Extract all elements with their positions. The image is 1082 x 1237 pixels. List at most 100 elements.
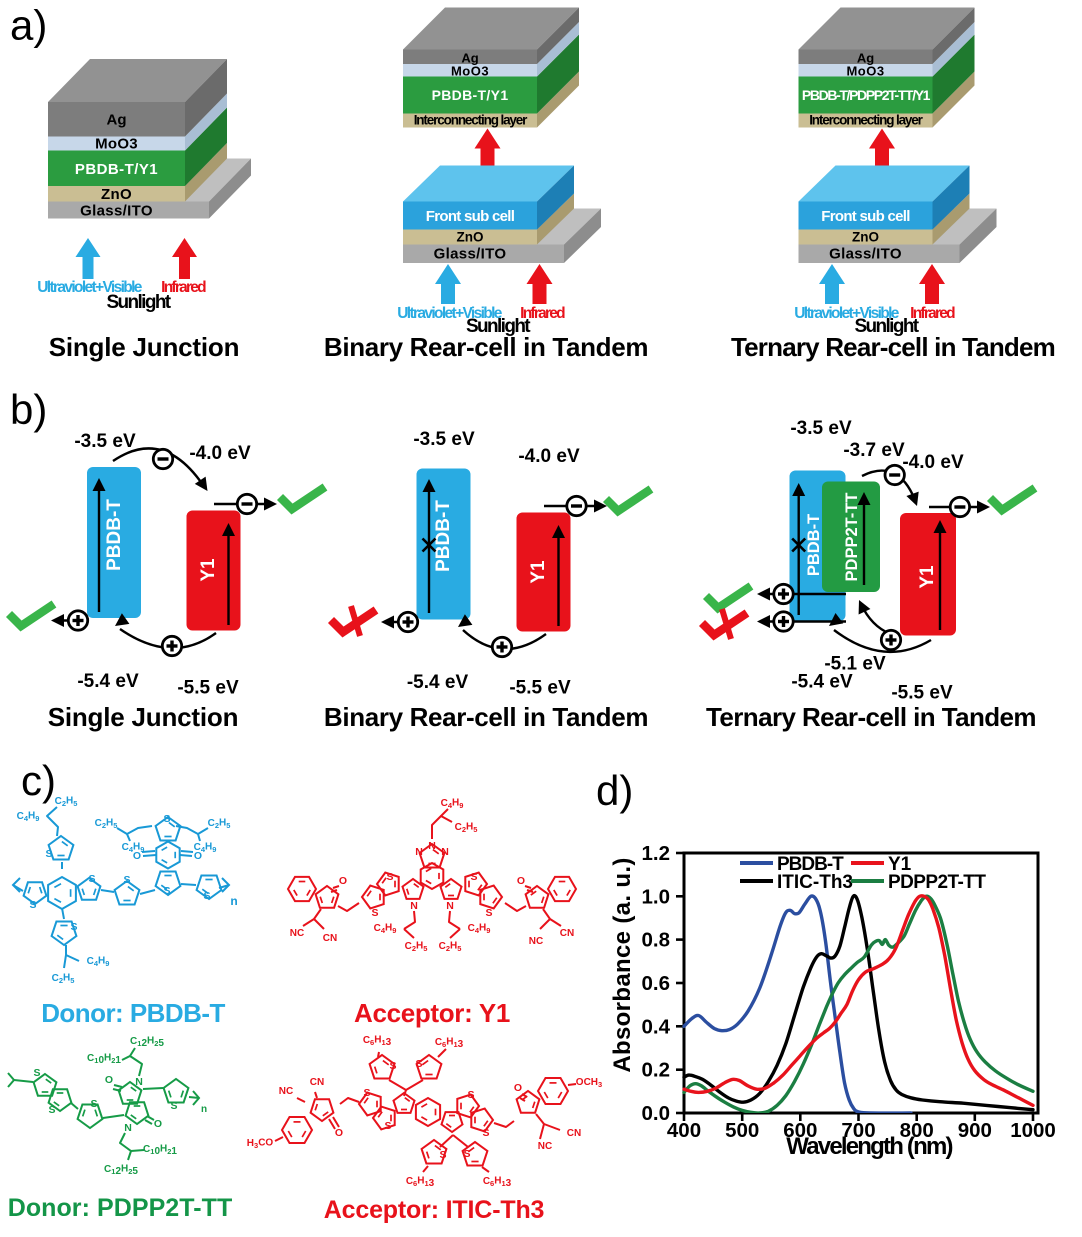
svg-text:-5.5 eV: -5.5 eV bbox=[509, 678, 571, 699]
svg-text:S: S bbox=[45, 848, 52, 860]
svg-text:PBDB-T: PBDB-T bbox=[104, 499, 125, 571]
svg-text:S: S bbox=[163, 885, 170, 897]
svg-text:CN: CN bbox=[567, 1128, 581, 1139]
svg-text:Interconnecting layer: Interconnecting layer bbox=[809, 113, 923, 128]
svg-text:-3.7 eV: -3.7 eV bbox=[843, 440, 905, 461]
svg-text:-5.4 eV: -5.4 eV bbox=[791, 672, 853, 693]
svg-text:C2H5: C2H5 bbox=[208, 818, 231, 831]
svg-text:C2H5: C2H5 bbox=[455, 822, 478, 835]
svg-text:S: S bbox=[48, 1104, 55, 1116]
svg-text:Front sub cell: Front sub cell bbox=[426, 208, 515, 225]
svg-text:-3.5 eV: -3.5 eV bbox=[790, 418, 852, 439]
svg-text:ZnO: ZnO bbox=[101, 186, 132, 203]
svg-text:S: S bbox=[384, 1120, 391, 1132]
svg-text:C4H9: C4H9 bbox=[441, 798, 464, 811]
svg-text:C2H5: C2H5 bbox=[405, 941, 428, 954]
svg-text:ITIC-Th3: ITIC-Th3 bbox=[777, 872, 853, 893]
svg-text:S: S bbox=[389, 1060, 396, 1072]
svg-text:O: O bbox=[105, 1074, 113, 1086]
svg-text:CN: CN bbox=[560, 928, 574, 939]
svg-text:S: S bbox=[463, 1148, 470, 1160]
svg-text:Ultraviolet+Visible: Ultraviolet+Visible bbox=[397, 305, 503, 322]
svg-text:S: S bbox=[415, 1058, 422, 1070]
svg-text:MoO3: MoO3 bbox=[95, 136, 138, 153]
svg-text:PBDB-T/PDPP2T-TT/Y1: PBDB-T/PDPP2T-TT/Y1 bbox=[802, 87, 931, 103]
svg-text:0.4: 0.4 bbox=[642, 1015, 671, 1038]
svg-text:C12H25: C12H25 bbox=[130, 1036, 164, 1050]
svg-text:O: O bbox=[517, 875, 525, 887]
svg-text:N: N bbox=[441, 846, 449, 858]
svg-text:Absorbance (a. u.): Absorbance (a. u.) bbox=[609, 857, 636, 1072]
svg-text:S: S bbox=[29, 899, 36, 911]
svg-text:NC: NC bbox=[290, 928, 304, 939]
svg-text:S: S bbox=[467, 1089, 474, 1101]
svg-text:NC: NC bbox=[279, 1086, 293, 1097]
svg-text:-5.4 eV: -5.4 eV bbox=[77, 671, 139, 692]
svg-text:Binary Rear-cell in Tandem: Binary Rear-cell in Tandem bbox=[324, 702, 648, 732]
svg-text:Ag: Ag bbox=[461, 51, 478, 66]
svg-text:S: S bbox=[90, 1098, 97, 1110]
svg-text:n: n bbox=[201, 1104, 207, 1115]
svg-text:S: S bbox=[123, 874, 130, 886]
svg-text:0.6: 0.6 bbox=[642, 972, 671, 995]
svg-text:O: O bbox=[194, 850, 202, 862]
svg-text:Sunlight: Sunlight bbox=[466, 316, 531, 337]
svg-text:-5.5 eV: -5.5 eV bbox=[177, 678, 239, 699]
svg-text:a): a) bbox=[10, 2, 47, 49]
svg-text:O: O bbox=[133, 850, 141, 862]
svg-text:Single Junction: Single Junction bbox=[48, 702, 239, 732]
svg-text:S: S bbox=[70, 921, 77, 933]
svg-text:-3.5 eV: -3.5 eV bbox=[74, 431, 136, 452]
svg-text:C4H9: C4H9 bbox=[194, 842, 217, 855]
svg-text:C4H9: C4H9 bbox=[468, 923, 491, 936]
svg-text:C4H9: C4H9 bbox=[374, 923, 397, 936]
svg-text:900: 900 bbox=[958, 1119, 992, 1142]
svg-text:PBDB-T: PBDB-T bbox=[805, 514, 823, 576]
svg-text:0.0: 0.0 bbox=[642, 1102, 671, 1125]
svg-text:NC: NC bbox=[529, 936, 543, 947]
svg-text:Glass/ITO: Glass/ITO bbox=[80, 203, 153, 220]
svg-text:S: S bbox=[88, 873, 95, 885]
svg-text:N: N bbox=[415, 846, 423, 858]
svg-text:MoO3: MoO3 bbox=[846, 64, 884, 79]
svg-text:O: O bbox=[154, 1118, 162, 1130]
svg-text:Infrared: Infrared bbox=[910, 305, 955, 322]
svg-text:Front sub cell: Front sub cell bbox=[821, 208, 910, 225]
svg-text:C4H9: C4H9 bbox=[17, 811, 40, 824]
svg-text:NC: NC bbox=[538, 1141, 552, 1152]
svg-text:0.8: 0.8 bbox=[642, 929, 671, 952]
svg-text:PBDB-T: PBDB-T bbox=[433, 500, 454, 572]
svg-text:S: S bbox=[386, 871, 393, 883]
svg-text:Single Junction: Single Junction bbox=[49, 332, 240, 362]
svg-text:C2H5: C2H5 bbox=[439, 941, 462, 954]
svg-text:ZnO: ZnO bbox=[457, 230, 484, 245]
svg-text:C4H9: C4H9 bbox=[122, 842, 145, 855]
svg-text:Y1: Y1 bbox=[528, 560, 549, 584]
svg-text:S: S bbox=[33, 1067, 40, 1079]
svg-text:Interconnecting layer: Interconnecting layer bbox=[414, 113, 528, 128]
svg-text:S: S bbox=[470, 871, 477, 883]
svg-text:Ternary Rear-cell in Tandem: Ternary Rear-cell in Tandem bbox=[706, 702, 1036, 732]
svg-text:Acceptor: Y1: Acceptor: Y1 bbox=[354, 998, 510, 1028]
svg-text:1.2: 1.2 bbox=[642, 842, 671, 865]
svg-text:-4.0 eV: -4.0 eV bbox=[189, 443, 251, 464]
svg-text:S: S bbox=[203, 890, 210, 902]
svg-text:S: S bbox=[439, 1149, 446, 1161]
svg-text:c): c) bbox=[21, 757, 56, 804]
svg-text:-5.4 eV: -5.4 eV bbox=[407, 672, 469, 693]
svg-text:0.2: 0.2 bbox=[642, 1059, 671, 1082]
svg-text:PDPP2T-TT: PDPP2T-TT bbox=[888, 872, 986, 893]
svg-text:Y1: Y1 bbox=[888, 854, 912, 875]
svg-text:MoO3: MoO3 bbox=[451, 64, 489, 79]
svg-text:C10H21: C10H21 bbox=[143, 1144, 177, 1158]
svg-text:S: S bbox=[163, 813, 170, 825]
svg-text:-5.5 eV: -5.5 eV bbox=[891, 683, 953, 704]
svg-text:S: S bbox=[482, 1127, 489, 1139]
svg-text:PBDB-T/Y1: PBDB-T/Y1 bbox=[432, 87, 509, 103]
svg-text:C4H9: C4H9 bbox=[87, 956, 110, 969]
svg-text:-4.0 eV: -4.0 eV bbox=[518, 446, 580, 467]
svg-text:O: O bbox=[335, 1127, 343, 1139]
svg-text:Sunlight: Sunlight bbox=[106, 292, 171, 313]
svg-text:400: 400 bbox=[667, 1119, 701, 1142]
svg-text:1.0: 1.0 bbox=[642, 885, 671, 908]
